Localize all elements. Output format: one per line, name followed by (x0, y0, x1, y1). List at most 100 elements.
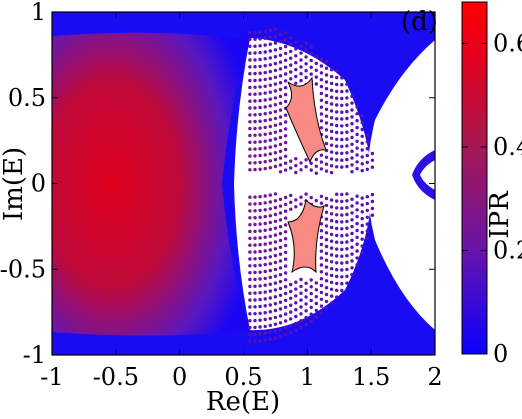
spectrum-point (345, 103, 349, 107)
spectrum-point (370, 199, 375, 204)
spectrum-point (278, 225, 283, 229)
spectrum-point (345, 206, 349, 210)
spectrum-point (299, 312, 303, 316)
spectrum-point (340, 110, 344, 114)
spectrum-point (268, 193, 272, 197)
spectrum-point (268, 275, 272, 280)
spectrum-point (355, 263, 359, 267)
spectrum-point (248, 291, 252, 295)
dotted-arc-points (248, 27, 375, 343)
spectrum-point (324, 306, 329, 310)
spectrum-point (273, 322, 278, 326)
spectrum-point (289, 159, 293, 163)
spectrum-point (278, 218, 283, 222)
spectrum-point (263, 70, 267, 75)
spectrum-point (335, 158, 339, 162)
spectrum-point (319, 194, 324, 199)
y-axis: -1 -0.5 0 0.5 1 (0, 0, 435, 369)
spectrum-point (335, 295, 339, 299)
spectrum-point (278, 94, 283, 99)
spectrum-point (273, 55, 278, 59)
spectrum-point (258, 167, 262, 171)
spectrum-point (258, 99, 262, 103)
spectrum-point (319, 283, 324, 288)
spectrum-point (329, 198, 334, 202)
spectrum-point (370, 165, 375, 169)
spectrum-point (268, 117, 272, 122)
spectrum-point (335, 226, 339, 231)
spectrum-point (350, 272, 354, 277)
spectrum-point (273, 247, 278, 251)
spectrum-point (355, 160, 359, 164)
spectrum-point (329, 74, 334, 79)
spectrum-point (324, 231, 329, 235)
spectrum-point (329, 102, 334, 106)
spectrum-point (309, 305, 313, 309)
spectrum-point (335, 75, 339, 80)
spectrum-point (253, 133, 257, 137)
spectrum-point (309, 65, 313, 69)
colorbar-tick-label: 0 (493, 340, 508, 368)
spectrum-point (273, 212, 278, 217)
spectrum-point (365, 236, 369, 240)
spectrum-point (304, 281, 308, 285)
spectrum-point (345, 157, 349, 162)
spectrum-point (268, 166, 272, 170)
spectrum-point (289, 56, 293, 60)
spectrum-point (345, 212, 349, 217)
spectrum-point (258, 153, 262, 158)
spectrum-point (258, 133, 262, 137)
spectrum-point (273, 123, 278, 128)
spectrum-point (273, 48, 278, 52)
spectrum-point (345, 96, 349, 100)
spectrum-point (370, 158, 375, 162)
spectrum-point (289, 70, 293, 74)
spectrum-point (253, 270, 257, 275)
spectrum-point (258, 112, 262, 117)
spectrum-point (283, 230, 288, 234)
spectrum-point (329, 164, 334, 168)
spectrum-point (258, 297, 262, 302)
spectrum-point (248, 85, 252, 90)
spectrum-point (268, 56, 272, 60)
spectrum-point (294, 67, 298, 72)
spectrum-point (283, 65, 288, 69)
spectrum-point (350, 218, 354, 222)
spectrum-point (268, 131, 272, 136)
spectrum-point (278, 81, 283, 85)
spectrum-point (360, 155, 364, 159)
y-tick-label: -1 (23, 341, 46, 369)
spectrum-point (268, 200, 272, 204)
spectrum-point (273, 281, 278, 285)
spectrum-point (273, 219, 278, 223)
spectrum-point (253, 99, 257, 103)
spectrum-point (283, 38, 288, 42)
spectrum-point (360, 134, 364, 138)
spectrum-point (258, 249, 262, 254)
spectrum-point (345, 226, 349, 230)
spectrum-point (258, 140, 262, 144)
spectrum-point (324, 244, 329, 249)
spectrum-point (278, 211, 283, 215)
spectrum-point (278, 108, 283, 112)
spectrum-point (268, 124, 272, 129)
spectrum-point (278, 300, 283, 304)
spectrum-point (278, 101, 283, 105)
spectrum-point (268, 97, 272, 101)
spectrum-point (329, 253, 334, 257)
spectrum-point (350, 252, 354, 256)
x-axis: -1 -0.5 0 0.5 1 1.5 2 (40, 12, 443, 391)
spectrum-point (355, 132, 359, 137)
spectrum-point (283, 237, 288, 241)
spectrum-point (263, 311, 267, 315)
spectrum-point (294, 61, 298, 65)
spectrum-point (263, 221, 267, 226)
spectrum-point (258, 325, 262, 329)
spectrum-point (273, 164, 278, 169)
spectrum-point (273, 267, 278, 272)
spectrum-point (345, 89, 349, 93)
spectrum-point (335, 82, 339, 87)
spectrum-point (263, 269, 267, 274)
spectrum-point (345, 82, 349, 86)
spectrum-point (319, 242, 324, 247)
